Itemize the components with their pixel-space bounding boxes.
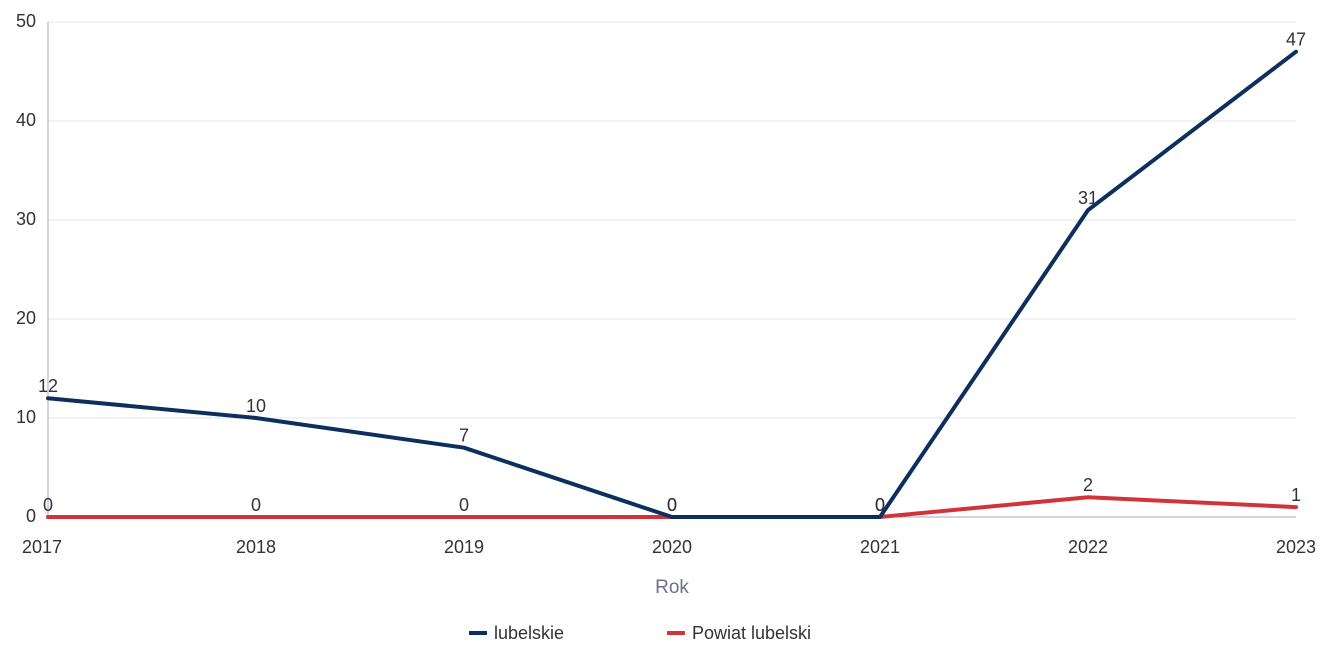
data-label: 0 <box>667 495 677 515</box>
series-lines <box>46 49 1298 519</box>
y-tick-label: 10 <box>16 407 36 427</box>
x-tick-label: 2018 <box>236 537 276 557</box>
data-label: 1 <box>1291 485 1301 505</box>
grid-lines <box>48 21 1296 419</box>
legend: lubelskie Powiat lubelski <box>469 623 811 643</box>
data-label: 31 <box>1078 188 1098 208</box>
data-label: 2 <box>1083 475 1093 495</box>
y-tick-label: 40 <box>16 110 36 130</box>
legend-label: Powiat lubelski <box>692 623 811 643</box>
y-axis-ticks: 0 10 20 30 40 50 <box>16 11 36 526</box>
x-tick-label: 2022 <box>1068 537 1108 557</box>
x-axis-title: Rok <box>655 577 689 598</box>
data-label: 10 <box>246 396 266 416</box>
legend-label: lubelskie <box>494 623 564 643</box>
x-tick-label: 2023 <box>1276 537 1316 557</box>
data-label: 0 <box>875 495 885 515</box>
data-label: 12 <box>38 376 58 396</box>
y-tick-label: 0 <box>26 506 36 526</box>
data-label: 0 <box>667 495 677 515</box>
data-label: 47 <box>1286 30 1306 50</box>
series-line-lubelskie <box>46 49 1298 519</box>
data-label: 0 <box>875 495 885 515</box>
data-label: 0 <box>43 495 53 515</box>
x-tick-label: 2020 <box>652 537 692 557</box>
x-tick-label: 2017 <box>22 537 62 557</box>
y-tick-label: 50 <box>16 11 36 31</box>
data-label: 7 <box>459 426 469 446</box>
y-tick-label: 30 <box>16 209 36 229</box>
x-tick-label: 2019 <box>444 537 484 557</box>
x-axis-ticks: 2017 2018 2019 2020 2021 2022 2023 <box>22 537 1316 557</box>
data-label: 0 <box>251 495 261 515</box>
x-tick-label: 2021 <box>860 537 900 557</box>
y-tick-label: 20 <box>16 308 36 328</box>
data-label: 0 <box>459 495 469 515</box>
